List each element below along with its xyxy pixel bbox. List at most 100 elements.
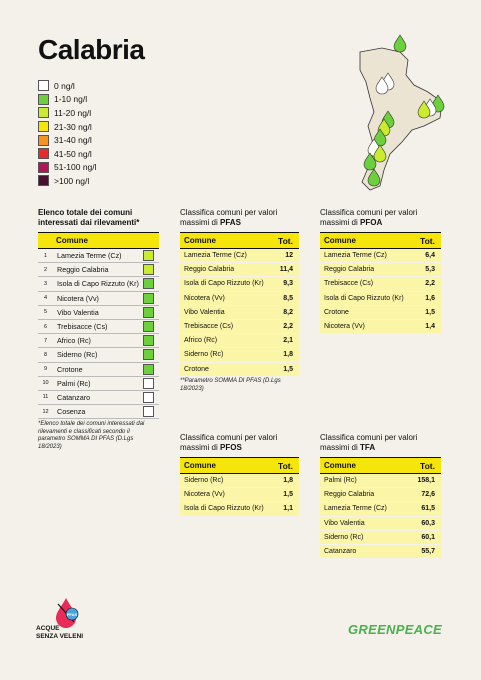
table-row: Crotone 1,5 — [320, 305, 441, 320]
legend-item: >100 ng/l — [38, 174, 97, 188]
legend-swatch — [38, 121, 49, 133]
tfa-col-name: Comune — [320, 457, 408, 474]
row-tot: 2,2 — [272, 319, 299, 335]
row-tot: 61,5 — [407, 501, 441, 517]
list-name: Cosenza — [53, 404, 143, 420]
legend-swatch — [38, 93, 49, 105]
table-row: Nicotera (Vv) 1,4 — [320, 319, 441, 335]
list-name: Lamezia Terme (Cz) — [53, 248, 143, 264]
acque-line1: ACQUE — [36, 625, 60, 632]
list-item: 6 Trebisacce (Cs) — [38, 319, 159, 335]
legend-swatch — [38, 134, 49, 146]
list-index: 5 — [38, 305, 53, 320]
comuni-list-section: Elenco totale dei comuni interessati dai… — [38, 208, 159, 420]
pfoa-table: Comune Tot. Lamezia Terme (Cz) 6,4 Reggio C… — [320, 232, 441, 335]
legend-label: 1-10 ng/l — [54, 94, 88, 105]
legend-swatch — [38, 107, 49, 119]
list-name: Trebisacce (Cs) — [53, 319, 143, 335]
list-item: 4 Nicotera (Vv) — [38, 291, 159, 306]
tfa-table: Comune Tot. Palmi (Rc) 158,1 Reggio Calabri… — [320, 457, 441, 560]
pfoa-title: Classifica comuni per valori massimi di … — [320, 208, 418, 227]
table-row: Nicotera (Vv) 1,5 — [180, 487, 299, 503]
list-index: 8 — [38, 347, 53, 363]
pfas-table: Comune Tot. Lamezia Terme (Cz) 12 Reggio Ca… — [180, 232, 299, 377]
pfos-section: Classifica comuni per valori massimi di … — [180, 433, 299, 517]
list-chip — [143, 404, 159, 420]
table-row: Lamezia Terme (Cz) 6,4 — [320, 248, 441, 264]
list-chip — [143, 390, 159, 406]
row-comune: Vibo Valentia — [320, 516, 408, 531]
list-chip — [143, 248, 159, 264]
table-row: Lamezia Terme (Cz) 61,5 — [320, 501, 441, 517]
list-index: 2 — [38, 262, 53, 278]
list-chip — [143, 362, 159, 377]
legend-swatch — [38, 80, 49, 92]
list-name: Palmi (Rc) — [53, 376, 143, 391]
row-tot: 2,1 — [272, 333, 299, 349]
row-comune: Lamezia Terme (Cz) — [320, 248, 415, 264]
list-index: 7 — [38, 333, 53, 349]
tfa-col-tot: Tot. — [407, 457, 441, 474]
pfos-title: Classifica comuni per valori massimi di … — [180, 433, 278, 452]
list-item: 2 Reggio Calabria — [38, 262, 159, 278]
list-name: Crotone — [53, 362, 143, 377]
row-tot: 8,5 — [272, 291, 299, 306]
greenpeace-logo: GREENPEACE — [348, 622, 443, 637]
tfa-title: Classifica comuni per valori massimi di … — [320, 433, 418, 452]
list-index: 1 — [38, 248, 53, 264]
list-chip — [143, 262, 159, 278]
row-tot: 1,5 — [272, 487, 299, 503]
row-comune: Nicotera (Vv) — [180, 487, 273, 503]
row-tot: 1,6 — [414, 291, 441, 306]
acque-senza-veleni-text: ACQUE SENZA VELENI — [36, 625, 83, 640]
row-comune: Reggio Calabria — [180, 262, 273, 278]
row-tot: 8,2 — [272, 305, 299, 320]
table-row: Nicotera (Vv) 8,5 — [180, 291, 299, 306]
row-comune: Africo (Rc) — [180, 333, 273, 349]
legend-item: 41-50 ng/l — [38, 147, 97, 161]
list-chip — [143, 376, 159, 391]
pfoa-section: Classifica comuni per valori massimi di … — [320, 208, 441, 335]
row-comune: Palmi (Rc) — [320, 473, 408, 489]
list-item: 10 Palmi (Rc) — [38, 376, 159, 391]
table-row: Isola di Capo Rizzuto (Kr) 1,6 — [320, 291, 441, 306]
row-tot: 9,3 — [272, 276, 299, 292]
list-item: 7 Africo (Rc) — [38, 333, 159, 349]
list-item: 8 Siderno (Rc) — [38, 347, 159, 363]
list-chip — [143, 333, 159, 349]
list-index: 3 — [38, 276, 53, 292]
row-comune: Catanzaro — [320, 544, 408, 560]
row-tot: 55,7 — [407, 544, 441, 560]
list-item: 1 Lamezia Terme (Cz) — [38, 248, 159, 264]
pfos-table: Comune Tot. Siderno (Rc) 1,8 Nicotera (Vv) 1… — [180, 457, 299, 517]
list-index: 6 — [38, 319, 53, 335]
row-comune: Vibo Valentia — [180, 305, 273, 320]
pfas-col-name: Comune — [180, 232, 273, 249]
row-tot: 2,2 — [414, 276, 441, 292]
row-comune: Lamezia Terme (Cz) — [180, 248, 273, 264]
legend-item: 0 ng/l — [38, 79, 97, 93]
list-index: 10 — [38, 376, 53, 391]
pfas-note: **Parametro SOMMA DI PFAS (D.Lgs 18/2023… — [180, 378, 281, 392]
legend-swatch — [38, 175, 49, 187]
table-row: Vibo Valentia 8,2 — [180, 305, 299, 320]
legend-label: 51-100 ng/l — [54, 162, 97, 173]
list-chip — [143, 347, 159, 363]
logo-badge-icon — [65, 607, 79, 621]
list-chip — [143, 305, 159, 320]
pfas-section: Classifica comuni per valori massimi di … — [180, 208, 299, 377]
row-comune: Crotone — [320, 305, 415, 320]
list-name: Reggio Calabria — [53, 262, 143, 278]
comuni-list-title: Elenco totale dei comuni interessati dai… — [38, 208, 140, 227]
water-drop-icon — [375, 76, 389, 95]
legend-item: 21-30 ng/l — [38, 120, 97, 134]
list-name: Nicotera (Vv) — [53, 291, 143, 306]
water-drop-icon — [373, 144, 387, 163]
list-name: Isola di Capo Rizzuto (Kr) — [53, 276, 143, 292]
pfos-col-name: Comune — [180, 457, 273, 474]
row-tot: 12 — [272, 248, 299, 264]
row-tot: 72,6 — [407, 487, 441, 503]
row-comune: Trebisacce (Cs) — [320, 276, 415, 292]
row-comune: Isola di Capo Rizzuto (Kr) — [180, 501, 273, 517]
row-comune: Reggio Calabria — [320, 487, 408, 503]
